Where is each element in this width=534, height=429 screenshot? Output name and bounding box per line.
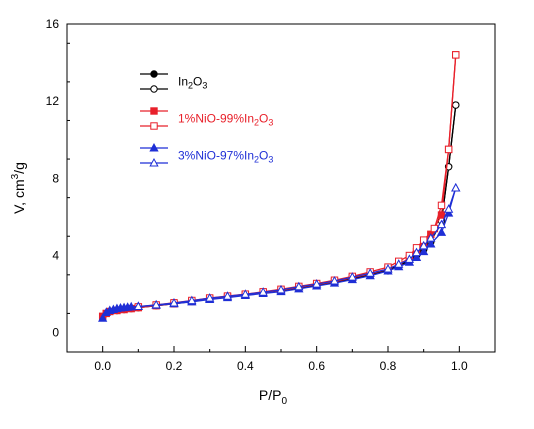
legend: In2O3 1%NiO-99%In2O3 3%NiO-97%In2O3 [140,70,273,167]
data-point [187,295,197,305]
legend-label: In2O3 [178,75,207,91]
data-point [222,291,233,300]
data-point [98,313,108,322]
data-point [240,289,250,298]
data-point [258,287,268,296]
y-axis-title: V, cm3/g [10,162,27,214]
data-point [426,238,436,248]
x-tick-label: 0.0 [94,359,111,373]
x-tick-label: 0.4 [237,359,254,373]
data-point [452,101,460,109]
series-group [98,51,461,322]
data-point [347,272,357,281]
y-tick-label: 16 [46,17,60,31]
legend-marker [149,142,159,152]
series-3 [134,51,460,311]
series-line [102,104,457,318]
series-line [138,104,457,308]
data-point [443,204,454,213]
data-point [451,182,461,192]
x-tick-label: 1.0 [451,359,468,373]
data-point [383,263,393,273]
data-point [411,247,422,257]
x-tick-label: 0.8 [380,359,397,373]
legend-marker [150,85,158,93]
data-point [329,275,340,285]
data-point [419,246,429,256]
x-tick-label: 0.6 [308,359,325,373]
series-4 [98,182,461,322]
data-point [404,254,415,263]
data-point [205,293,215,302]
legend-marker [149,157,159,167]
data-point [430,224,439,233]
data-point [411,252,422,261]
series-line [102,54,457,317]
y-tick-label: 12 [46,94,60,108]
data-point [151,299,161,309]
data-point [444,145,453,154]
data-point [276,284,286,294]
series-line [102,187,457,319]
data-point [394,259,404,268]
axes: 0.0 0.2 0.4 0.6 0.8 1.0 0 4 8 12 16 P/P0 V, cm3/g [10,17,496,407]
data-point [419,240,429,250]
legend-entry: 3%NiO-97%In2O3 [140,142,273,167]
data-point [365,268,375,277]
data-point [426,233,436,242]
data-point [169,297,179,307]
series-line [138,54,457,308]
series-1 [134,101,460,311]
legend-marker [150,70,158,78]
y-tick-label: 4 [52,249,59,263]
legend-entry: 1%NiO-99%In2O3 [140,107,273,130]
y-tick-label: 8 [52,171,59,185]
x-tick-label: 0.2 [166,359,183,373]
data-point [126,301,136,311]
legend-marker [150,107,158,115]
data-point [437,201,446,210]
data-point [133,301,143,310]
data-point [436,219,447,229]
data-point [436,227,447,236]
legend-label: 3%NiO-97%In2O3 [178,149,273,165]
legend-entry: In2O3 [140,70,207,93]
y-tick-label: 0 [52,326,59,340]
legend-label: 1%NiO-99%In2O3 [178,112,273,128]
legend-marker [150,122,158,130]
data-point [312,279,322,288]
data-point [294,281,304,291]
x-axis-title: P/P0 [259,387,288,407]
series-5 [133,182,461,310]
data-point [452,51,460,59]
